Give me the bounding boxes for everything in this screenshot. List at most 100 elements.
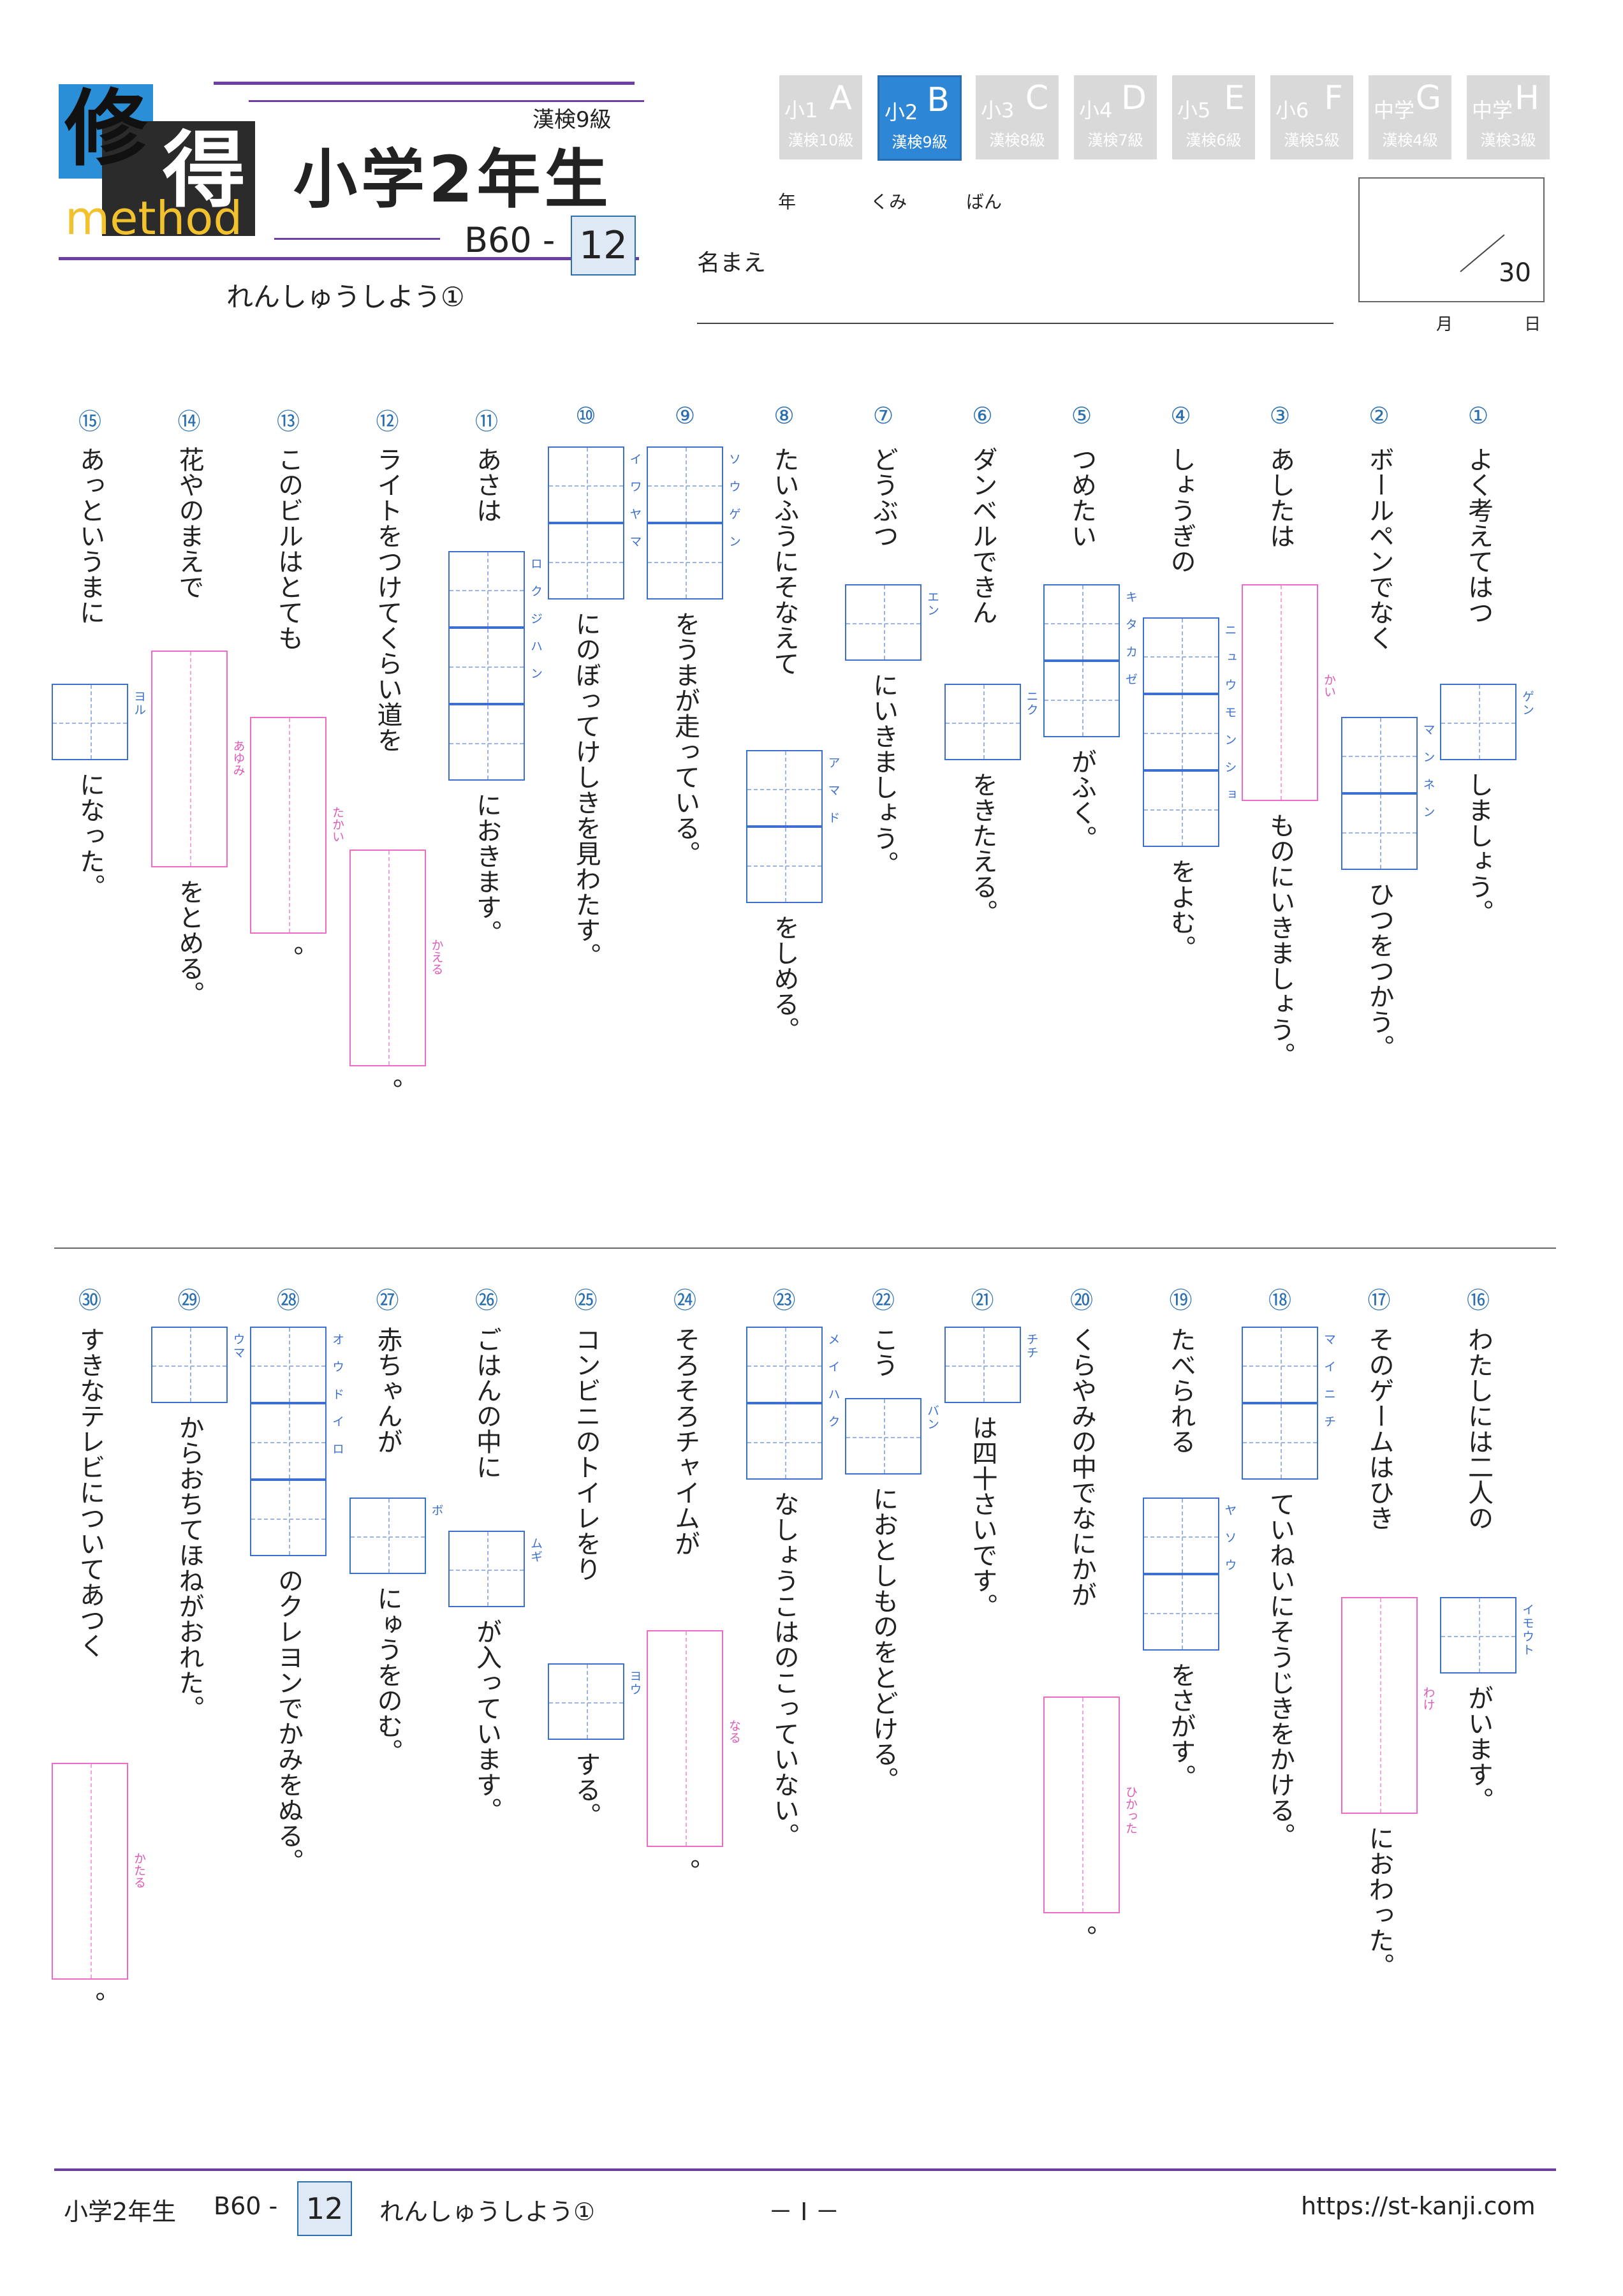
answer-cell[interactable] — [1142, 1574, 1219, 1651]
furigana: エン — [925, 591, 939, 617]
answer-cell[interactable] — [448, 628, 525, 704]
question-text: 。 — [372, 1078, 402, 1103]
answer-cell[interactable] — [1142, 1498, 1219, 1574]
answer-cell[interactable] — [250, 1480, 327, 1556]
grade-tab-1[interactable]: 小1 A 漢検10級 — [779, 75, 862, 159]
answer-cell[interactable] — [1043, 661, 1120, 737]
answer-cell[interactable] — [448, 704, 525, 781]
question-text: こう — [869, 1327, 898, 1378]
footer-subtitle: れんしゅうしよう① — [379, 2198, 596, 2226]
question-number: ㉒ — [871, 1288, 895, 1314]
answer-cell[interactable] — [448, 1531, 525, 1607]
kanken-level: 漢検9級 — [532, 107, 612, 133]
question-text: にゅうをのむ。 — [372, 1586, 402, 1764]
answer-cell[interactable] — [944, 1327, 1021, 1403]
answer-box[interactable] — [250, 717, 327, 934]
answer-cell[interactable] — [1242, 1327, 1318, 1403]
answer-cell[interactable] — [547, 446, 624, 523]
answer-cell[interactable] — [250, 1327, 327, 1403]
answer-cell[interactable] — [547, 1663, 624, 1740]
class-label: くみ — [870, 191, 907, 212]
okurigana-hint: かえる — [429, 939, 444, 975]
answer-cell[interactable] — [1142, 770, 1219, 847]
answer-box[interactable] — [52, 1763, 128, 1980]
answer-cell[interactable] — [1242, 1403, 1318, 1480]
okurigana-hint: あゆみ — [231, 740, 246, 776]
answer-box[interactable] — [349, 850, 426, 1066]
furigana: ソウゲン — [727, 453, 741, 563]
question-text: が入っています。 — [472, 1619, 501, 1823]
name-field[interactable] — [697, 323, 1333, 324]
grade-tab-4[interactable]: 小4 D 漢検7級 — [1074, 75, 1157, 159]
question-text: にいきましょう。 — [869, 672, 898, 876]
footer-url[interactable]: https://st-kanji.com — [1301, 2192, 1536, 2220]
question-text: ライトをつけてくらい道を — [372, 446, 402, 753]
question-number: ⑬ — [276, 409, 300, 435]
okurigana-hint: かい — [1322, 673, 1336, 698]
answer-cell[interactable] — [1142, 617, 1219, 694]
question-text: がふく。 — [1067, 749, 1096, 851]
answer-cell[interactable] — [1440, 1597, 1517, 1674]
question-number: ㉚ — [78, 1288, 101, 1314]
question-number: ㉑ — [971, 1288, 994, 1314]
answer-cell[interactable] — [547, 523, 624, 600]
answer-cell[interactable] — [1340, 793, 1418, 870]
grade-tab-3[interactable]: 小3 C 漢検8級 — [976, 75, 1059, 159]
answer-cell[interactable] — [52, 684, 128, 760]
question-text: このビルはとても — [274, 446, 303, 651]
question-number: ⑦ — [872, 403, 894, 429]
answer-cell[interactable] — [745, 1403, 823, 1480]
answer-cell[interactable] — [1043, 584, 1120, 661]
furigana: チチ — [1024, 1333, 1039, 1360]
question-text: あしたは — [1265, 446, 1295, 548]
score-box[interactable] — [1358, 177, 1545, 302]
question-number: ⑱ — [1268, 1288, 1291, 1314]
answer-cell[interactable] — [944, 684, 1021, 760]
furigana: ボ — [429, 1504, 444, 1517]
question-text: がいます。 — [1464, 1685, 1493, 1813]
answer-box[interactable] — [1340, 1597, 1418, 1814]
question-text: をきたえる。 — [967, 772, 997, 925]
furigana: ロクジハン — [529, 557, 543, 695]
grade-tab-7[interactable]: 中学 G 漢検4級 — [1369, 75, 1451, 159]
question-text: 花やのまえで — [174, 446, 204, 600]
answer-cell[interactable] — [1340, 717, 1418, 793]
furigana: ヨル — [132, 690, 146, 717]
title-rule-2 — [249, 100, 644, 102]
grade-tab-6[interactable]: 小6 F 漢検5級 — [1270, 75, 1353, 159]
answer-cell[interactable] — [745, 827, 823, 903]
answer-cell[interactable] — [845, 584, 922, 661]
footer-page: － Ⅰ － — [768, 2198, 840, 2226]
furigana: ゲン — [1520, 690, 1534, 717]
question-text: する。 — [571, 1751, 601, 1828]
answer-cell[interactable] — [845, 1398, 922, 1475]
answer-box[interactable] — [647, 1630, 723, 1847]
furigana: メイハク — [826, 1333, 841, 1443]
number-label: ばん — [966, 191, 1002, 212]
question-number: ㉙ — [177, 1288, 201, 1314]
grade-tab-letter: G — [1415, 79, 1441, 117]
answer-cell[interactable] — [647, 446, 723, 523]
answer-cell[interactable] — [349, 1498, 426, 1574]
grade-tab-8[interactable]: 中学 H 漢検3級 — [1467, 75, 1550, 159]
day-label: 日 — [1524, 315, 1541, 334]
answer-cell[interactable] — [250, 1403, 327, 1480]
answer-cell[interactable] — [448, 551, 525, 628]
answer-cell[interactable] — [745, 1327, 823, 1403]
answer-box[interactable] — [1242, 584, 1318, 801]
okurigana-hint: ひかった — [1124, 1786, 1138, 1834]
answer-cell[interactable] — [1142, 694, 1219, 770]
answer-box[interactable] — [1043, 1696, 1120, 1913]
answer-cell[interactable] — [745, 750, 823, 827]
furigana: バン — [925, 1404, 939, 1431]
answer-cell[interactable] — [647, 523, 723, 600]
grade-tab-5[interactable]: 小5 E 漢検6級 — [1172, 75, 1255, 159]
grade-tab-letter: E — [1224, 79, 1245, 117]
answer-cell[interactable] — [151, 1327, 228, 1403]
grade-tab-2[interactable]: 小2 B 漢検9級 — [878, 75, 962, 161]
question-number: ① — [1467, 403, 1489, 429]
question-text: ダンベルできん — [967, 446, 997, 625]
answer-cell[interactable] — [1440, 684, 1517, 760]
furigana: ニク — [1024, 690, 1039, 717]
answer-box[interactable] — [151, 651, 228, 867]
